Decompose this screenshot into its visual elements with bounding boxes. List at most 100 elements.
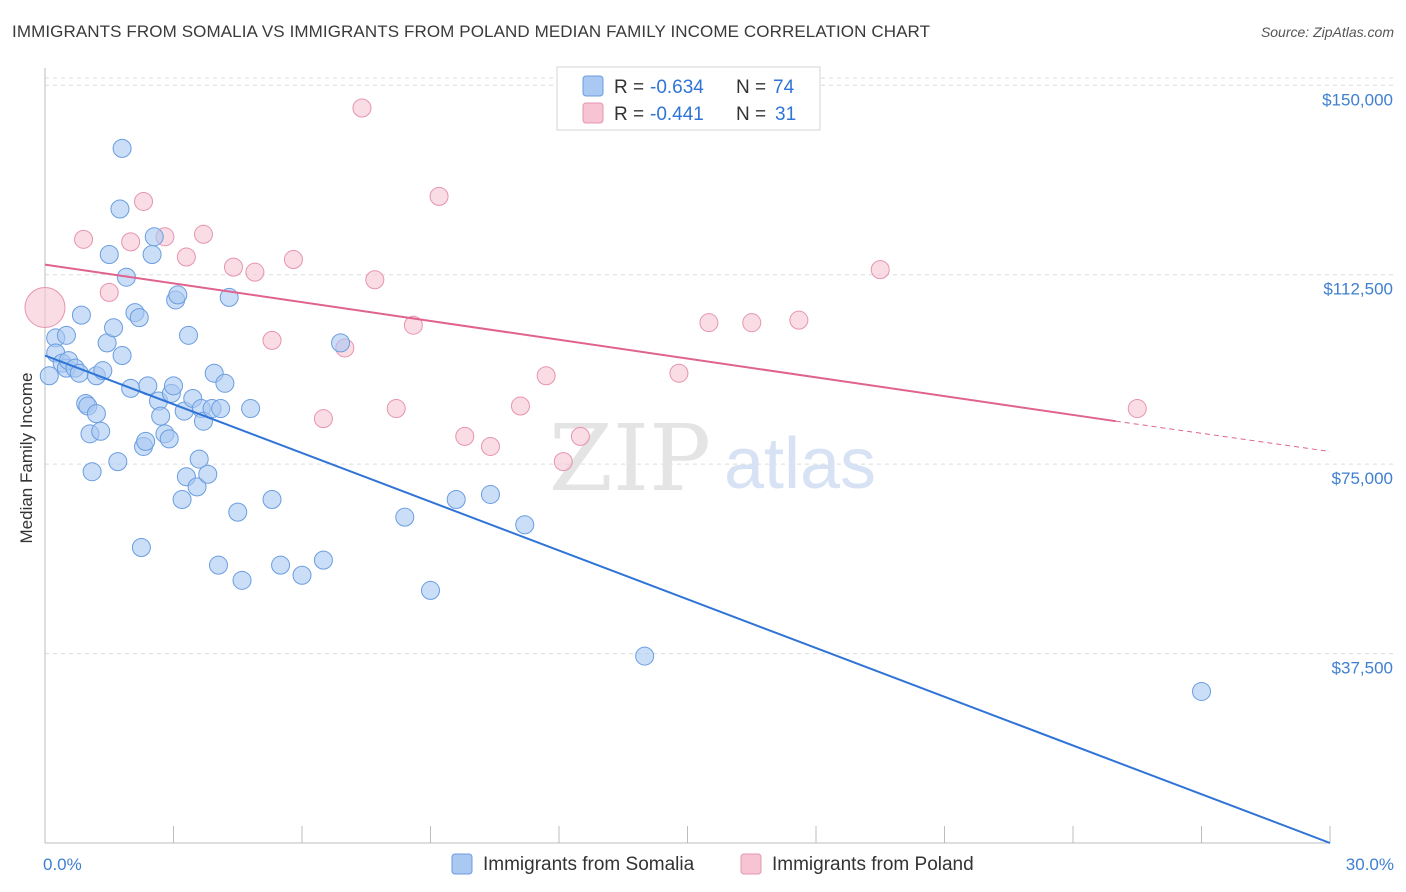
trend-lines bbox=[44, 263, 1331, 844]
somalia-data-point bbox=[189, 449, 209, 469]
somalia-data-point bbox=[208, 555, 228, 575]
somalia-data-point bbox=[99, 244, 119, 264]
bottom-legend-label-somalia: Immigrants from Somalia bbox=[483, 854, 695, 875]
poland-data-point bbox=[669, 363, 689, 383]
somalia-data-point bbox=[313, 550, 333, 570]
somalia-data-point bbox=[71, 305, 91, 325]
gridlines bbox=[45, 77, 1395, 655]
somalia-data-point bbox=[271, 555, 291, 575]
poland-data-point bbox=[553, 452, 573, 472]
poland-data-point bbox=[313, 409, 333, 429]
somalia-data-point bbox=[421, 580, 440, 600]
poland-data-point bbox=[742, 313, 762, 333]
x-tick-label-min: 0.0% bbox=[43, 855, 82, 874]
somalia-data-point bbox=[515, 515, 535, 535]
somalia-data-point bbox=[480, 484, 500, 504]
axes bbox=[44, 68, 1331, 844]
somalia-data-point bbox=[211, 399, 231, 419]
poland-data-point bbox=[455, 426, 475, 446]
legend-n-label-poland: N = bbox=[736, 104, 766, 125]
poland-series-points bbox=[24, 98, 1147, 472]
somalia-data-point bbox=[262, 489, 282, 509]
somalia-data-point bbox=[82, 462, 102, 482]
y-tick-label: $150,000 bbox=[1322, 90, 1393, 109]
y-axis-label: Median Family Income bbox=[17, 372, 36, 543]
legend-r-label-somalia: R = bbox=[614, 77, 644, 98]
poland-data-point bbox=[699, 313, 719, 333]
poland-trend-line bbox=[44, 263, 1116, 423]
somalia-data-point bbox=[1192, 681, 1211, 701]
somalia-data-point bbox=[228, 502, 248, 522]
poland-data-point bbox=[262, 330, 282, 350]
legend-swatch-somalia bbox=[582, 75, 604, 97]
somalia-data-point bbox=[112, 138, 132, 158]
somalia-data-point bbox=[215, 373, 235, 393]
legend-swatch-poland bbox=[582, 102, 604, 124]
somalia-data-point bbox=[129, 308, 149, 328]
chart-title: IMMIGRANTS FROM SOMALIA VS IMMIGRANTS FR… bbox=[12, 22, 931, 41]
somalia-data-point bbox=[232, 570, 252, 590]
somalia-data-point bbox=[292, 565, 312, 585]
poland-data-point bbox=[176, 247, 196, 267]
watermark-zip: ZIP bbox=[549, 405, 711, 512]
poland-data-point bbox=[386, 399, 406, 419]
poland-trend-extension bbox=[1115, 420, 1331, 452]
somalia-trend-line bbox=[44, 354, 1331, 844]
poland-data-point bbox=[480, 436, 500, 456]
somalia-data-point bbox=[331, 333, 351, 353]
x-tick-label-max: 30.0% bbox=[1346, 855, 1394, 874]
legend-n-value-somalia: 74 bbox=[773, 77, 795, 98]
somalia-data-point bbox=[159, 429, 179, 449]
poland-data-point bbox=[352, 98, 372, 118]
somalia-data-point bbox=[187, 477, 207, 497]
poland-data-point bbox=[429, 186, 449, 206]
somalia-data-point bbox=[104, 318, 124, 338]
somalia-data-point bbox=[110, 199, 130, 219]
poland-data-point bbox=[74, 229, 94, 249]
poland-data-point bbox=[223, 257, 243, 277]
somalia-series-points bbox=[39, 138, 1211, 701]
legend-r-value-poland: -0.441 bbox=[650, 104, 704, 125]
bottom-legend-swatch-somalia bbox=[451, 853, 473, 875]
y-tick-label: $112,500 bbox=[1323, 280, 1393, 299]
bottom-legend-swatch-poland bbox=[740, 853, 762, 875]
somalia-data-point bbox=[108, 452, 128, 472]
correlation-legend: R = -0.634 N = 74 R = -0.441 N = 31 bbox=[556, 66, 821, 131]
legend-r-value-somalia: -0.634 bbox=[650, 77, 704, 98]
poland-data-point bbox=[403, 315, 423, 335]
somalia-data-point bbox=[131, 537, 151, 557]
somalia-data-point bbox=[241, 399, 261, 419]
somalia-data-point bbox=[91, 421, 111, 441]
source-attribution: Source: ZipAtlas.com bbox=[1260, 24, 1394, 40]
somalia-data-point bbox=[39, 366, 59, 386]
poland-data-point bbox=[365, 270, 385, 290]
poland-data-point bbox=[193, 224, 213, 244]
somalia-data-point bbox=[635, 646, 655, 666]
somalia-data-point bbox=[142, 244, 162, 264]
poland-data-point bbox=[1127, 399, 1147, 419]
poland-data-point bbox=[789, 310, 809, 330]
y-tick-label: $37,500 bbox=[1332, 659, 1393, 678]
watermark: ZIP atlas bbox=[549, 405, 876, 512]
legend-r-label-poland: R = bbox=[614, 104, 644, 125]
somalia-data-point bbox=[395, 507, 415, 527]
bottom-legend-label-poland: Immigrants from Poland bbox=[772, 854, 974, 875]
somalia-data-point bbox=[86, 404, 106, 424]
series-legend: Immigrants from Somalia Immigrants from … bbox=[451, 853, 974, 875]
poland-data-point bbox=[510, 396, 530, 416]
somalia-data-point bbox=[112, 346, 132, 366]
legend-n-value-poland: 31 bbox=[775, 104, 796, 125]
poland-data-point bbox=[570, 426, 590, 446]
somalia-data-point bbox=[151, 406, 171, 426]
poland-data-point bbox=[536, 366, 556, 386]
somalia-data-point bbox=[136, 431, 156, 451]
poland-data-point bbox=[870, 260, 890, 280]
somalia-data-point bbox=[446, 489, 466, 509]
poland-data-point bbox=[283, 250, 303, 270]
poland-data-point bbox=[245, 262, 265, 282]
poland-data-point bbox=[134, 191, 154, 211]
somalia-data-point bbox=[178, 325, 198, 345]
watermark-atlas: atlas bbox=[724, 424, 876, 504]
somalia-data-point bbox=[172, 489, 192, 509]
